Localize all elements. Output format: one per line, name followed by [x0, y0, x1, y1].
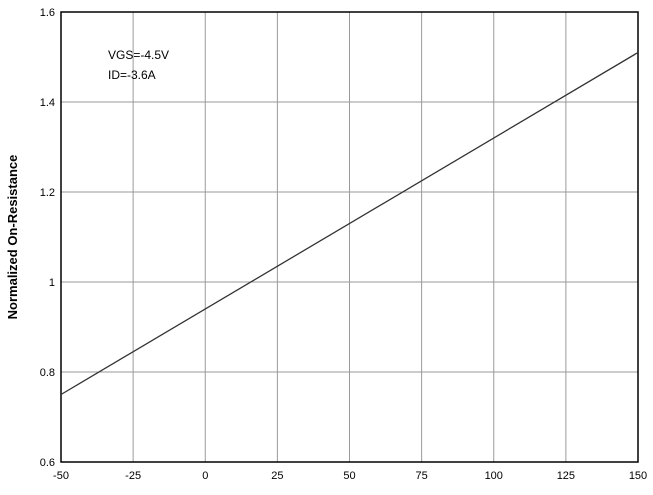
- annotation-vgs: VGS=-4.5V: [108, 48, 169, 62]
- annotation-id: ID=-3.6A: [108, 68, 156, 82]
- y-tick-label: 1.6: [40, 7, 55, 19]
- y-tick-label: 1.4: [40, 97, 55, 109]
- x-tick-label: 100: [485, 470, 503, 482]
- x-tick-label: 25: [271, 470, 283, 482]
- x-axis-tick-labels: -50 -25 0 25 50 75 100 125 150: [53, 470, 647, 482]
- x-tick-label: 0: [202, 470, 208, 482]
- y-tick-label: 0.8: [40, 367, 55, 379]
- y-tick-label: 1.2: [40, 187, 55, 199]
- x-tick-label: -50: [53, 470, 69, 482]
- series-line: [60, 51, 639, 396]
- y-tick-label: 0.6: [40, 457, 55, 469]
- x-tick-label: 125: [557, 470, 575, 482]
- y-tick-label: 1: [49, 277, 55, 289]
- series-group: [60, 51, 639, 396]
- x-tick-label: 150: [629, 470, 647, 482]
- x-tick-label: 50: [343, 470, 355, 482]
- y-axis-tick-labels: 0.6 0.8 1 1.2 1.4 1.6: [40, 7, 55, 469]
- x-tick-label: 75: [416, 470, 428, 482]
- y-axis-title: Normalized On-Resistance: [5, 155, 20, 320]
- x-tick-label: -25: [125, 470, 141, 482]
- grid-lines: [61, 12, 638, 462]
- plot-area-frame: [60, 11, 639, 463]
